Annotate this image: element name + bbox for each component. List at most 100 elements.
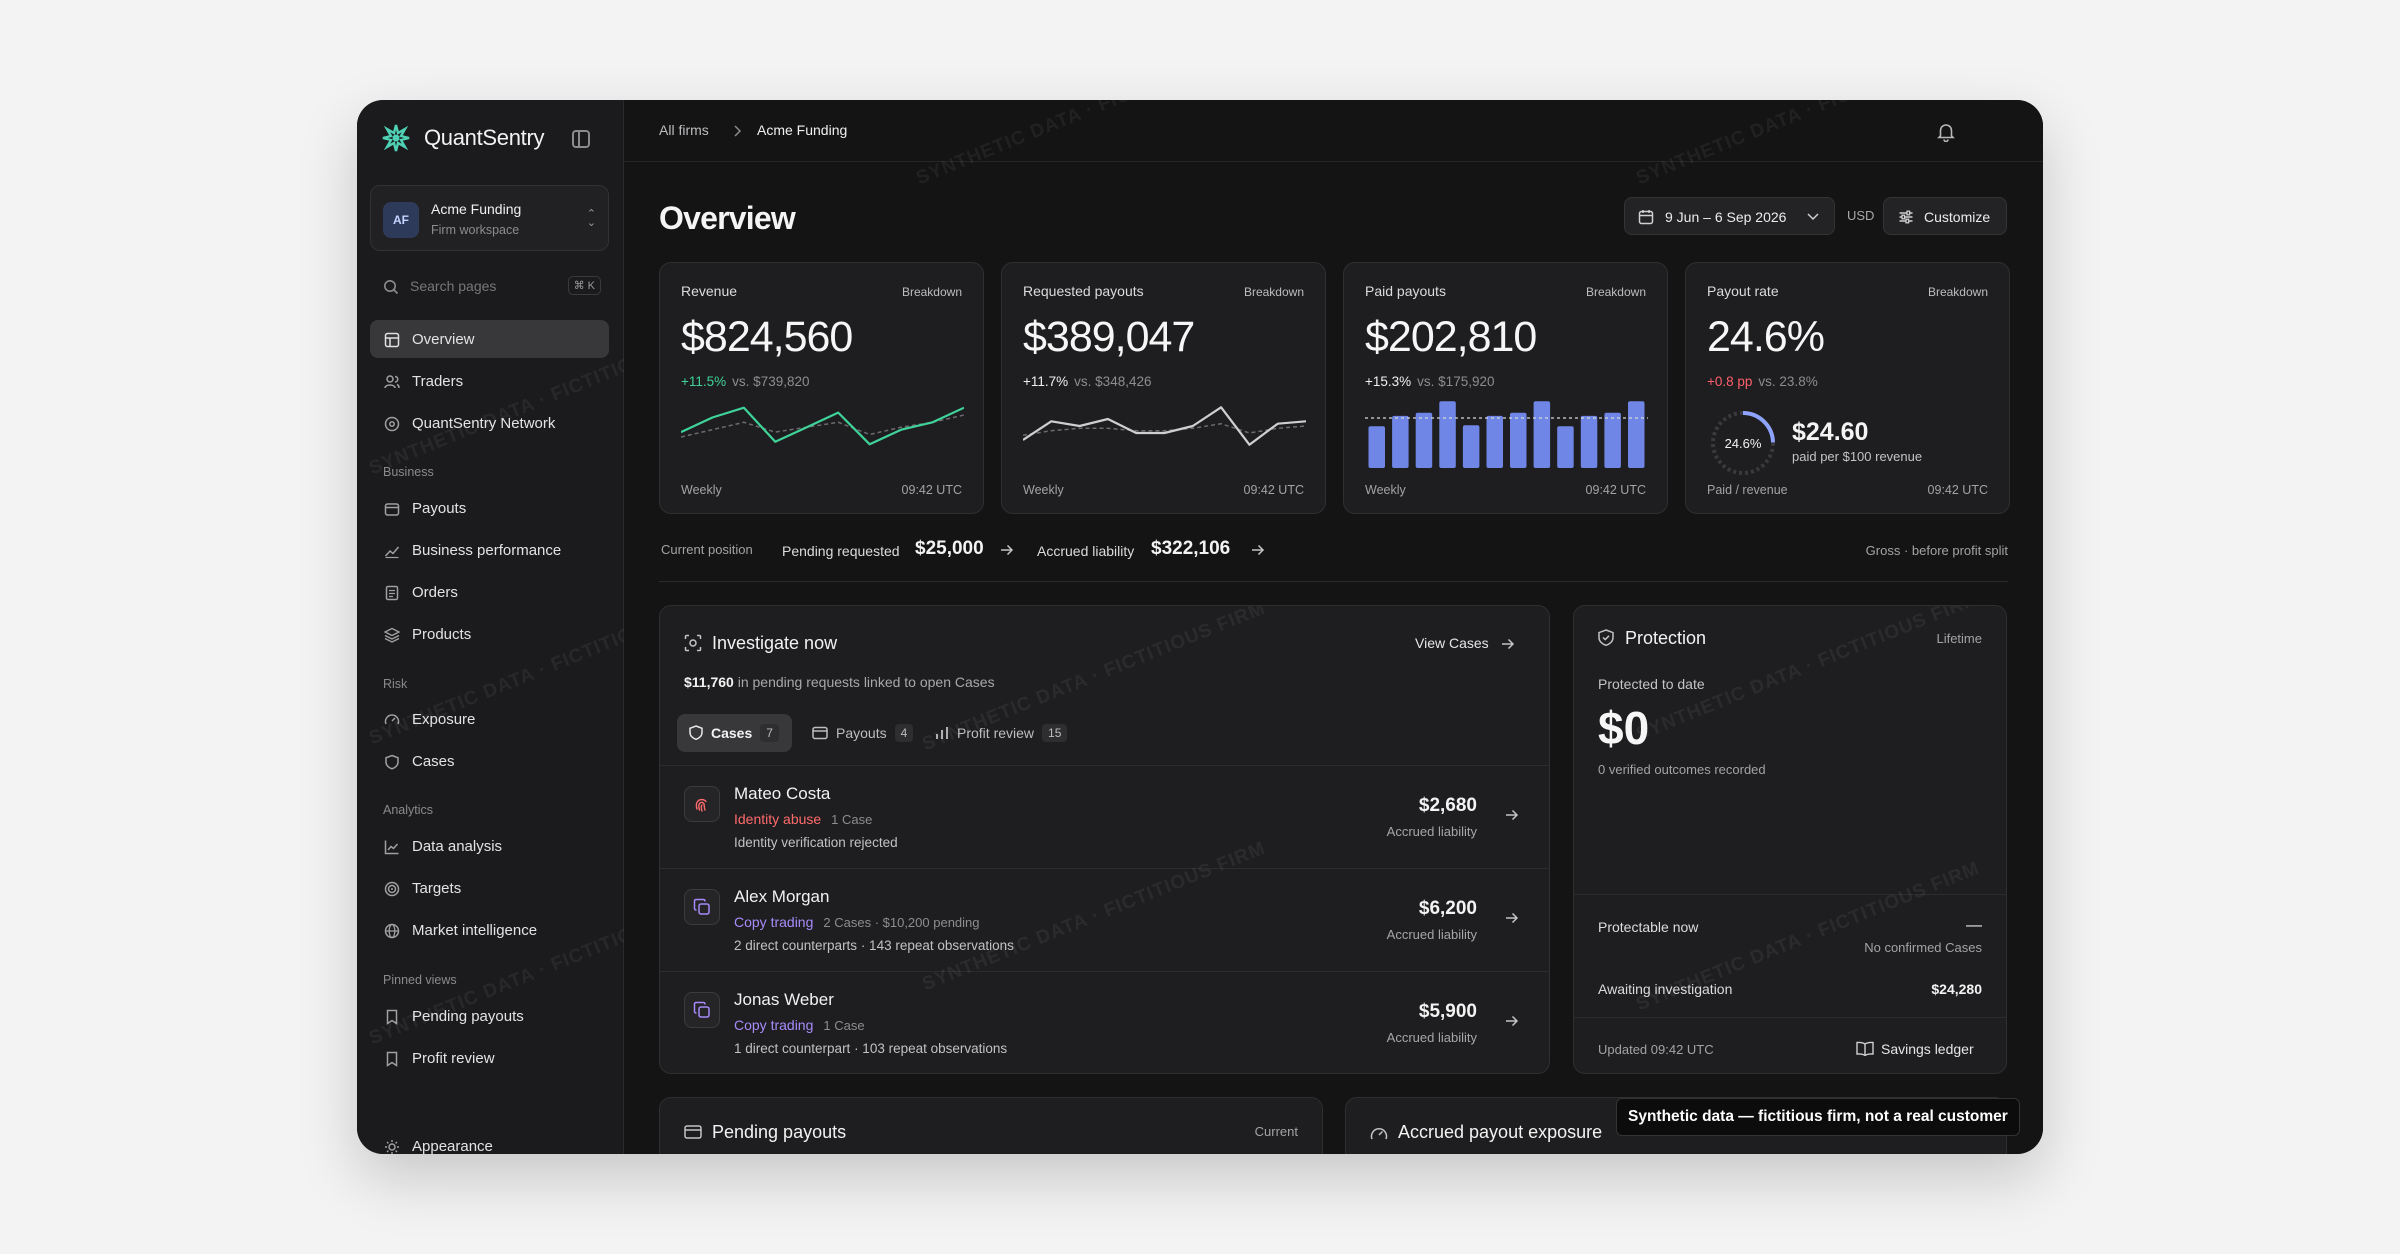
nav-item-data-analysis[interactable]: Data analysis [370, 827, 609, 865]
bookmark-icon [386, 1051, 398, 1067]
case-meta: 2 Cases · $10,200 pending [823, 915, 980, 930]
top-bar: All firms Acme Funding SYNTHETIC DATA · … [624, 100, 2043, 189]
case-tag: Copy trading 2 Cases · $10,200 pending [734, 914, 980, 930]
date-range-button[interactable]: 9 Jun – 6 Sep 2026 [1624, 197, 1835, 235]
pending-label: Pending requested [782, 543, 900, 559]
pending-payouts-title: Pending payouts [712, 1122, 847, 1142]
arrow-right-icon [1001, 544, 1014, 556]
nav-item-traders[interactable]: Traders [370, 362, 609, 400]
layers-icon [384, 627, 400, 643]
tab-cases[interactable]: Cases 7 [677, 714, 792, 752]
nav-item-network[interactable]: QuantSentry Network [370, 404, 609, 442]
nav-item-cases[interactable]: Cases [370, 742, 609, 780]
nav-item-profit-review[interactable]: Profit review [370, 1039, 609, 1077]
card-title: Paid payouts [1365, 283, 1446, 299]
breakdown-link[interactable]: Breakdown [1585, 285, 1646, 299]
tab-payouts[interactable]: Payouts 4 [800, 714, 915, 752]
nav-item-business-performance[interactable]: Business performance [370, 531, 609, 569]
nav-item-appearance[interactable]: Appearance [370, 1127, 609, 1154]
protectable-note: No confirmed Cases [1864, 940, 1982, 955]
nav-section-risk: Risk [383, 677, 408, 691]
receipt-icon [385, 585, 399, 601]
case-category: Copy trading [734, 1017, 814, 1033]
nav-item-orders[interactable]: Orders [370, 573, 609, 611]
awaiting-label: Awaiting investigation [1598, 981, 1733, 997]
breadcrumb-root[interactable]: All firms [659, 122, 709, 138]
search-pages[interactable]: Search pages ⌘ K [370, 272, 609, 300]
kpi-card-requested-payouts[interactable]: Requested payouts Breakdown $389,047 +11… [1001, 262, 1326, 514]
customize-button[interactable]: Customize [1883, 197, 2007, 235]
gauge-icon [1370, 1128, 1388, 1140]
card-footer-period: Weekly [1023, 483, 1064, 497]
breakdown-link[interactable]: Breakdown [1927, 285, 1988, 299]
shield-icon [1598, 629, 1614, 647]
synthetic-data-banner: Synthetic data — fictitious firm, not a … [1616, 1098, 2020, 1136]
tab-count: 4 [894, 724, 914, 742]
case-amount-label: Accrued liability [1386, 824, 1477, 839]
chevron-down-icon [1807, 213, 1819, 221]
case-tag: Identity abuse 1 Case [734, 811, 872, 827]
card-delta: +15.3% vs. $175,920 [1365, 374, 1494, 389]
kpi-card-revenue[interactable]: Revenue Breakdown $824,560 +11.5% vs. $73… [659, 262, 984, 514]
tab-count: 15 [1042, 724, 1068, 742]
nav-label: QuantSentry Network [412, 415, 556, 432]
chevron-updown-icon: ⌃ ⌄ [586, 208, 596, 229]
accrued-liability-link[interactable]: Accrued liability $322,106 [1037, 536, 1267, 566]
nav-item-products[interactable]: Products [370, 615, 609, 653]
delta-compare: vs. $175,920 [1417, 374, 1495, 389]
tab-profit-review[interactable]: Profit review 15 [923, 714, 1083, 752]
nav-label: Market intelligence [412, 922, 538, 939]
gauge-arc [1711, 411, 1775, 475]
wallet-icon [384, 503, 400, 516]
accrued-value: $322,106 [1151, 538, 1231, 559]
paid-payout-bar [1510, 412, 1527, 468]
position-note: Gross · before profit split [1865, 543, 2008, 558]
summary-text: in pending requests linked to open Cases [737, 674, 995, 690]
revenue-series-line [681, 406, 964, 446]
nav-item-targets[interactable]: Targets [370, 869, 609, 907]
nav-item-market-intelligence[interactable]: Market intelligence [370, 911, 609, 949]
delta-compare: vs. 23.8% [1758, 374, 1818, 389]
kpi-card-paid-payouts[interactable]: Paid payouts Breakdown $202,810 +15.3% vs… [1343, 262, 1668, 514]
savings-ledger-link[interactable]: Savings ledger [1854, 1038, 1982, 1060]
nav-item-payouts[interactable]: Payouts [370, 489, 609, 527]
nav-label: Overview [412, 331, 475, 348]
breakdown-link[interactable]: Breakdown [901, 285, 962, 299]
kpi-card-payout-rate[interactable]: Payout rate Breakdown 24.6% +0.8 pp vs. 2… [1685, 262, 2010, 514]
watermark: SYNTHETIC DATA · FICTITIOUS FIRM [913, 100, 1263, 190]
paid-payout-bar [1415, 412, 1433, 468]
paid-payout-bar [1604, 412, 1621, 468]
brand[interactable]: QuantSentry [380, 122, 545, 154]
card-footer-time: 09:42 UTC [1585, 483, 1646, 497]
divider [1574, 894, 2006, 895]
card-footer-time: 09:42 UTC [1927, 483, 1988, 497]
workspace-switcher[interactable]: AF Acme Funding Firm workspace ⌃ ⌄ [370, 185, 609, 251]
tab-label: Cases [711, 725, 753, 741]
accrued-exposure-title: Accrued payout exposure [1398, 1122, 1603, 1142]
scan-icon [684, 634, 702, 652]
nav-item-overview[interactable]: Overview [370, 320, 609, 358]
breakdown-link[interactable]: Breakdown [1243, 285, 1304, 299]
case-row[interactable]: Jonas Weber Copy trading 1 Case 1 direct … [660, 971, 1549, 1073]
sidebar-toggle-icon[interactable] [572, 130, 590, 148]
case-row[interactable]: Mateo Costa Identity abuse 1 Case Identit… [660, 765, 1549, 868]
card-title: Payout rate [1707, 283, 1779, 299]
pending-requested-link[interactable]: Pending requested $25,000 [782, 536, 1016, 566]
nav-item-pending-payouts[interactable]: Pending payouts [370, 997, 609, 1035]
search-icon [384, 280, 399, 295]
copy-icon [684, 889, 720, 925]
investigate-title: Investigate now [712, 633, 838, 653]
view-cases-link[interactable]: View Cases [1415, 632, 1525, 656]
currency-label[interactable]: USD [1847, 208, 1875, 223]
brand-name: QuantSentry [424, 125, 545, 150]
sidebar: QuantSentry AF Acme Funding Firm workspa… [357, 100, 716, 1154]
case-tag: Copy trading 1 Case [734, 1017, 865, 1033]
arrow-right-icon [1502, 638, 1515, 650]
nav-item-exposure[interactable]: Exposure [370, 700, 609, 738]
divider [659, 581, 2008, 582]
nav-label: Products [412, 626, 472, 643]
calendar-icon [1638, 210, 1654, 225]
case-row[interactable]: Alex Morgan Copy trading 2 Cases · $10,20… [660, 868, 1549, 971]
case-meta: 1 Case [823, 1018, 865, 1033]
bell-icon[interactable] [1937, 122, 1955, 142]
